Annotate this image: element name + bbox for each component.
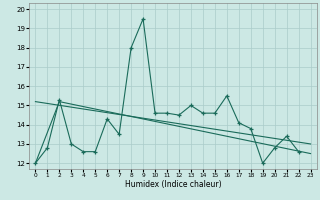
X-axis label: Humidex (Indice chaleur): Humidex (Indice chaleur): [125, 180, 221, 189]
